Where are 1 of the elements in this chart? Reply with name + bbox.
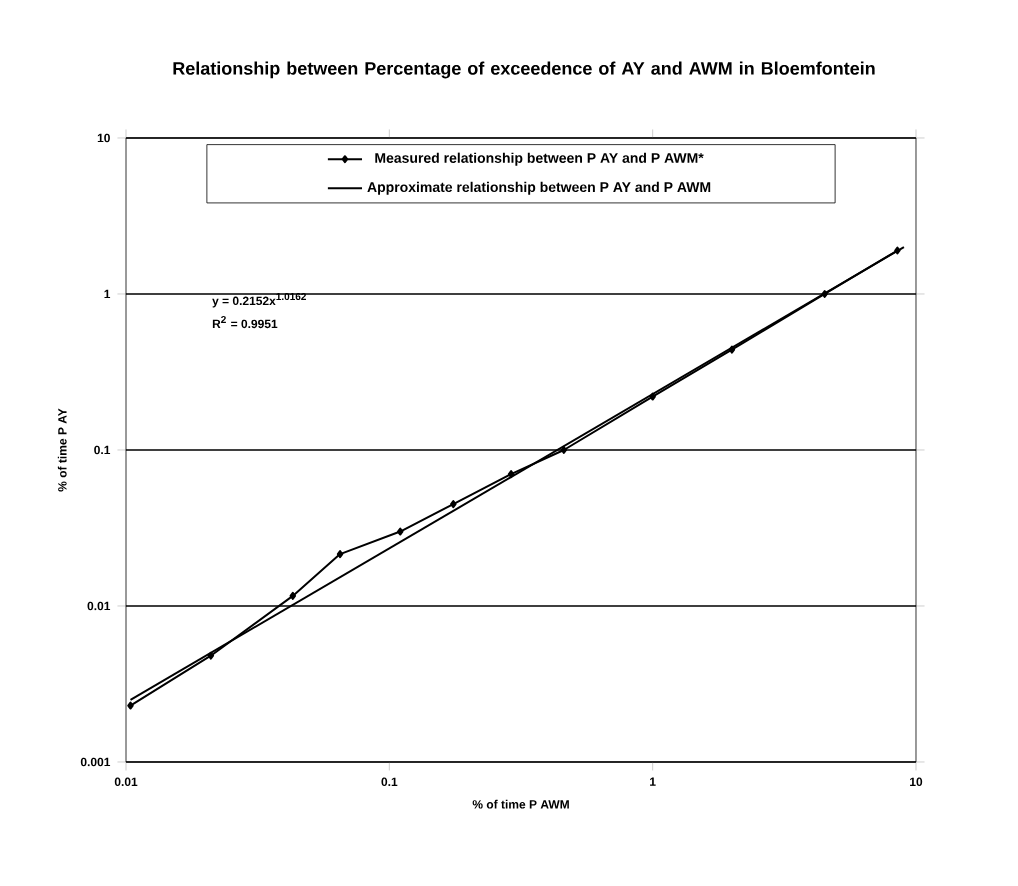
chart-title: Relationship between Percentage of exceedence of AY and AWM in Bloemfontein [173, 61, 875, 79]
